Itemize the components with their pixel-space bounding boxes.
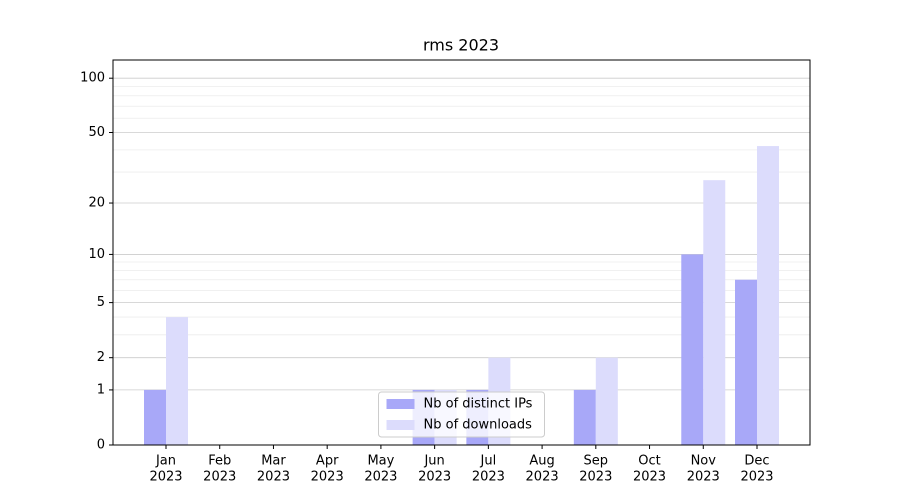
x-tick-label: Aug — [529, 454, 554, 469]
x-tick-label: 2023 — [149, 470, 182, 485]
x-tick-label: Dec — [744, 454, 769, 469]
x-tick-label: 2023 — [364, 470, 397, 485]
legend-label: Nb of distinct IPs — [424, 397, 533, 412]
legend: Nb of distinct IPs Nb of downloads — [378, 391, 545, 438]
x-tick-label: Jul — [480, 454, 497, 469]
legend-swatch — [386, 399, 415, 409]
y-tick-label: 0 — [97, 438, 105, 453]
x-tick-label: 2023 — [311, 470, 344, 485]
bar — [703, 180, 726, 445]
x-tick-label: Feb — [208, 454, 231, 469]
x-tick-label: 2023 — [257, 470, 290, 485]
bar — [573, 389, 596, 445]
bar — [166, 317, 188, 445]
x-tick-label: Nov — [691, 454, 717, 469]
y-tick-label: 100 — [80, 71, 105, 86]
x-tick-label: 2023 — [203, 470, 236, 485]
bar — [735, 279, 757, 445]
y-tick-label: 10 — [88, 247, 105, 262]
x-tick-label: Jun — [423, 454, 444, 469]
x-tick-label: May — [367, 454, 394, 469]
legend-box — [378, 391, 545, 438]
x-tick-label: 2023 — [740, 470, 773, 485]
x-tick-label: 2023 — [526, 470, 559, 485]
x-tick-label: 2023 — [472, 470, 505, 485]
chart-title: rms 2023 — [423, 36, 499, 55]
y-tick-label: 20 — [88, 196, 105, 211]
x-tick-label: Mar — [261, 454, 286, 469]
x-tick-label: Jan — [155, 454, 176, 469]
plot-frame — [112, 59, 811, 446]
x-tick-label: Apr — [316, 454, 339, 469]
x-tick-label: 2023 — [418, 470, 451, 485]
x-tick-label: Sep — [584, 454, 609, 469]
x-tick-label: 2023 — [633, 470, 666, 485]
bar — [757, 146, 779, 445]
bar — [144, 389, 166, 445]
bar — [595, 357, 618, 445]
y-tick-label: 2 — [97, 350, 105, 365]
y-tick-label: 1 — [97, 382, 105, 397]
x-tick-label: 2023 — [579, 470, 612, 485]
x-tick-label: Oct — [638, 454, 660, 469]
legend-swatch — [386, 420, 415, 430]
y-tick-label: 5 — [97, 295, 105, 310]
legend-label: Nb of downloads — [424, 418, 533, 433]
y-tick-label: 50 — [88, 125, 105, 140]
bar — [681, 254, 704, 445]
x-tick-label: 2023 — [687, 470, 720, 485]
